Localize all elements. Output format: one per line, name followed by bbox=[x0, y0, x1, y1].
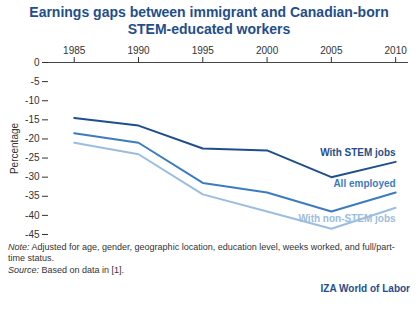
svg-text:-25: -25 bbox=[25, 152, 40, 163]
svg-text:Percentage: Percentage bbox=[9, 122, 20, 174]
svg-text:-5: -5 bbox=[31, 76, 40, 87]
svg-text:-45: -45 bbox=[25, 229, 40, 240]
svg-text:-20: -20 bbox=[25, 133, 40, 144]
html-text:Note: Adjusted for age, gender: Note: Adjusted for age, gender, geograph… bbox=[8, 242, 395, 263]
html-text:Source: Based on data in [1].: Source: Based on data in [1]. bbox=[8, 265, 125, 275]
html-text:Earnings gaps between immigran: Earnings gaps between immigrant and Cana… bbox=[29, 4, 389, 37]
svg-text:1995: 1995 bbox=[192, 45, 215, 56]
svg-text:With non-STEM jobs: With non-STEM jobs bbox=[299, 213, 397, 224]
svg-text:0: 0 bbox=[34, 57, 40, 68]
svg-text:-40: -40 bbox=[25, 210, 40, 221]
svg-text:-10: -10 bbox=[25, 95, 40, 106]
svg-text:2000: 2000 bbox=[256, 45, 279, 56]
svg-text:-30: -30 bbox=[25, 171, 40, 182]
svg-text:1990: 1990 bbox=[127, 45, 150, 56]
svg-text:1985: 1985 bbox=[63, 45, 86, 56]
svg-text:2005: 2005 bbox=[320, 45, 343, 56]
html-text:IZA World of Labor: IZA World of Labor bbox=[320, 283, 410, 294]
svg-text:-35: -35 bbox=[25, 190, 40, 201]
svg-text:All employed: All employed bbox=[333, 178, 395, 189]
svg-text:-15: -15 bbox=[25, 114, 40, 125]
svg-text:2010: 2010 bbox=[385, 45, 408, 56]
svg-text:With STEM jobs: With STEM jobs bbox=[320, 147, 396, 158]
